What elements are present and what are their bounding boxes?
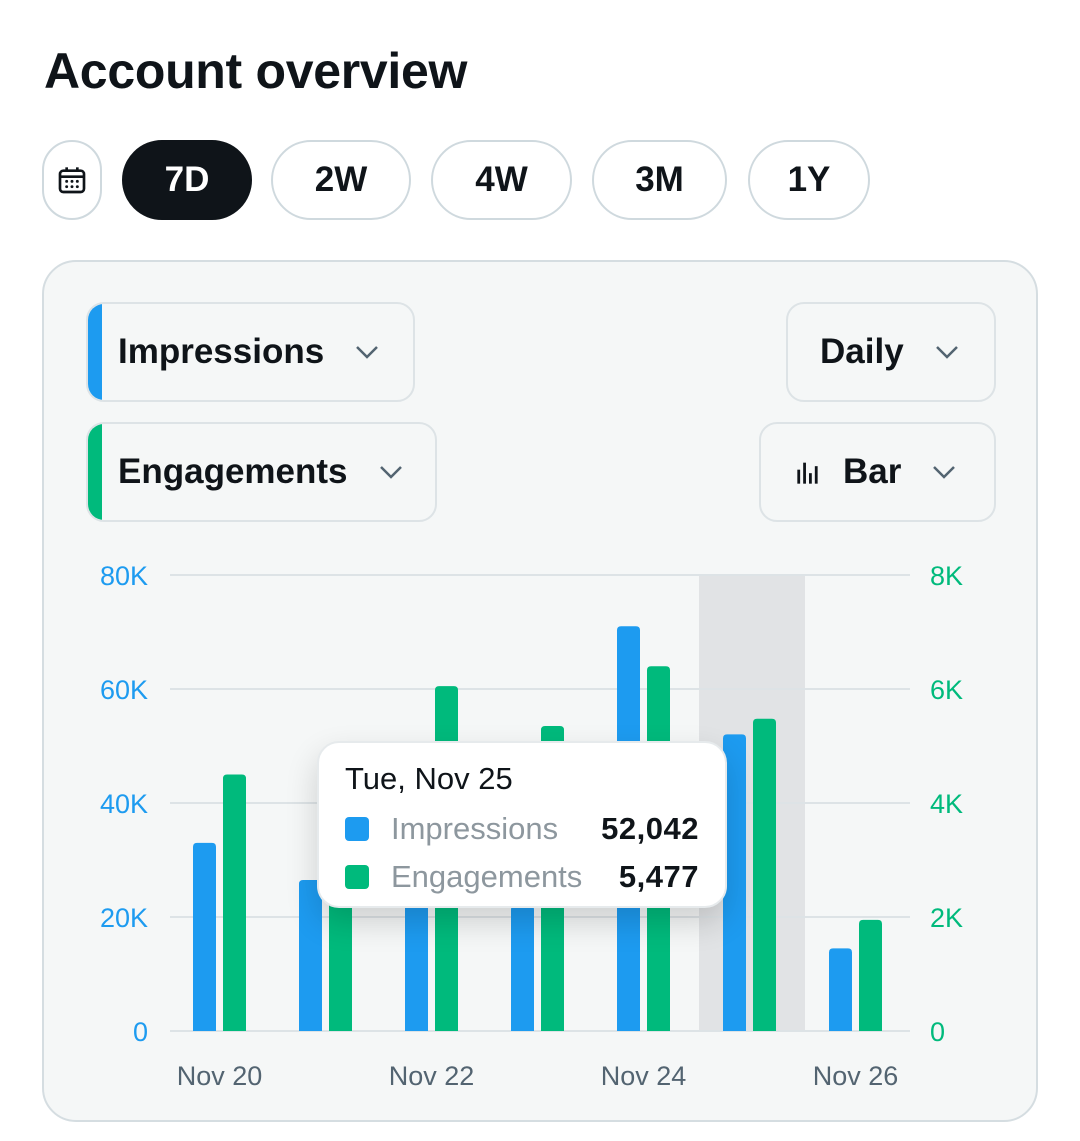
metric-1-label: Impressions — [118, 332, 325, 371]
y-left-tick-label: 80K — [100, 561, 148, 591]
tooltip-label: Impressions — [391, 811, 559, 846]
engagements-bar — [753, 718, 776, 1031]
tooltip-label: Engagements — [391, 859, 583, 894]
y-left-tick-label: 20K — [100, 903, 148, 933]
metric-1-dropdown[interactable]: Impressions — [86, 302, 415, 402]
chevron-down-icon — [376, 457, 406, 487]
impressions-bar — [511, 905, 534, 1031]
range-option-4w[interactable]: 4W — [431, 140, 572, 220]
range-option-3m[interactable]: 3M — [592, 140, 727, 220]
y-left-tick-label: 0 — [133, 1017, 148, 1047]
tooltip-value: 52,042 — [601, 811, 699, 846]
interval-label: Daily — [820, 332, 904, 371]
calendar-icon — [58, 167, 86, 194]
engagements-bar — [859, 919, 882, 1031]
bar-chart-icon — [795, 458, 823, 486]
metric-2-color-bar — [88, 424, 102, 520]
range-option-7d[interactable]: 7D — [122, 140, 252, 220]
impressions-bar — [299, 879, 322, 1031]
chart-type-dropdown[interactable]: Bar — [759, 422, 996, 522]
x-tick-label: Nov 24 — [601, 1061, 687, 1091]
chevron-down-icon — [352, 337, 382, 367]
metric-1-color-bar — [88, 304, 102, 400]
chart-type-label: Bar — [843, 452, 902, 491]
impressions-bar — [723, 734, 746, 1031]
y-right-tick-label: 8K — [930, 561, 963, 591]
metric-2-label: Engagements — [118, 452, 348, 491]
y-right-tick-label: 4K — [930, 789, 963, 819]
x-tick-label: Nov 20 — [177, 1061, 263, 1091]
tooltip-date: Tue, Nov 25 — [345, 761, 513, 796]
page-title: Account overview — [44, 43, 468, 99]
impressions-bar — [829, 948, 852, 1031]
y-left-tick-label: 60K — [100, 675, 148, 705]
x-tick-label: Nov 26 — [813, 1061, 899, 1091]
x-tick-label: Nov 22 — [389, 1061, 475, 1091]
calendar-button[interactable] — [42, 140, 102, 220]
tooltip-row-impressions: Impressions 52,042 — [345, 809, 699, 849]
range-option-1y[interactable]: 1Y — [748, 140, 870, 220]
chevron-down-icon — [932, 337, 962, 367]
impressions-bar — [193, 842, 216, 1031]
tooltip-value: 5,477 — [618, 859, 699, 894]
tooltip-swatch — [345, 817, 369, 841]
chevron-down-icon — [929, 457, 959, 487]
impressions-bar — [405, 877, 428, 1031]
engagements-bar — [223, 774, 246, 1031]
y-right-tick-label: 2K — [930, 903, 963, 933]
chart-tooltip: Tue, Nov 25 Impressions 52,042 Engagements… — [317, 741, 727, 908]
y-right-tick-label: 0 — [930, 1017, 945, 1047]
interval-dropdown[interactable]: Daily — [786, 302, 996, 402]
y-left-tick-label: 40K — [100, 789, 148, 819]
metric-2-dropdown[interactable]: Engagements — [86, 422, 437, 522]
y-right-tick-label: 6K — [930, 675, 963, 705]
tooltip-swatch — [345, 865, 369, 889]
tooltip-row-engagements: Engagements 5,477 — [345, 857, 699, 897]
range-option-2w[interactable]: 2W — [271, 140, 411, 220]
